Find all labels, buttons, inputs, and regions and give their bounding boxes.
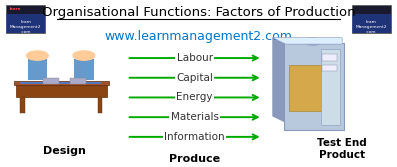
FancyBboxPatch shape [20,82,101,84]
Text: Test End
Product: Test End Product [317,138,367,160]
FancyBboxPatch shape [70,78,86,84]
Text: Energy: Energy [176,93,213,103]
FancyBboxPatch shape [321,49,340,125]
FancyBboxPatch shape [28,59,47,80]
Text: Design: Design [43,146,86,156]
Text: www.learnmanagement2.com: www.learnmanagement2.com [104,30,293,43]
Text: learn: learn [10,7,21,11]
Text: Information: Information [164,132,225,142]
FancyBboxPatch shape [6,5,45,33]
FancyBboxPatch shape [43,78,59,84]
Text: learn
Management2
.com: learn Management2 .com [10,20,41,34]
Circle shape [73,51,95,60]
FancyBboxPatch shape [352,5,391,33]
FancyBboxPatch shape [289,65,321,111]
Circle shape [27,51,48,60]
Text: Produce: Produce [169,154,220,164]
Circle shape [304,38,322,45]
Polygon shape [272,38,286,123]
FancyBboxPatch shape [20,97,25,113]
FancyBboxPatch shape [16,84,107,97]
FancyBboxPatch shape [284,43,344,130]
FancyBboxPatch shape [14,81,109,85]
Text: Labour: Labour [177,53,213,63]
FancyBboxPatch shape [322,65,337,71]
FancyBboxPatch shape [74,59,94,80]
Polygon shape [272,38,342,44]
Text: Materials: Materials [171,112,219,122]
FancyBboxPatch shape [322,54,337,60]
FancyBboxPatch shape [98,97,102,113]
FancyBboxPatch shape [6,14,45,33]
Text: Organisational Functions: Factors of Production: Organisational Functions: Factors of Pro… [42,6,355,19]
Text: learn
Management2
.com: learn Management2 .com [356,20,387,34]
Text: Capital: Capital [176,73,213,83]
FancyBboxPatch shape [352,14,391,33]
